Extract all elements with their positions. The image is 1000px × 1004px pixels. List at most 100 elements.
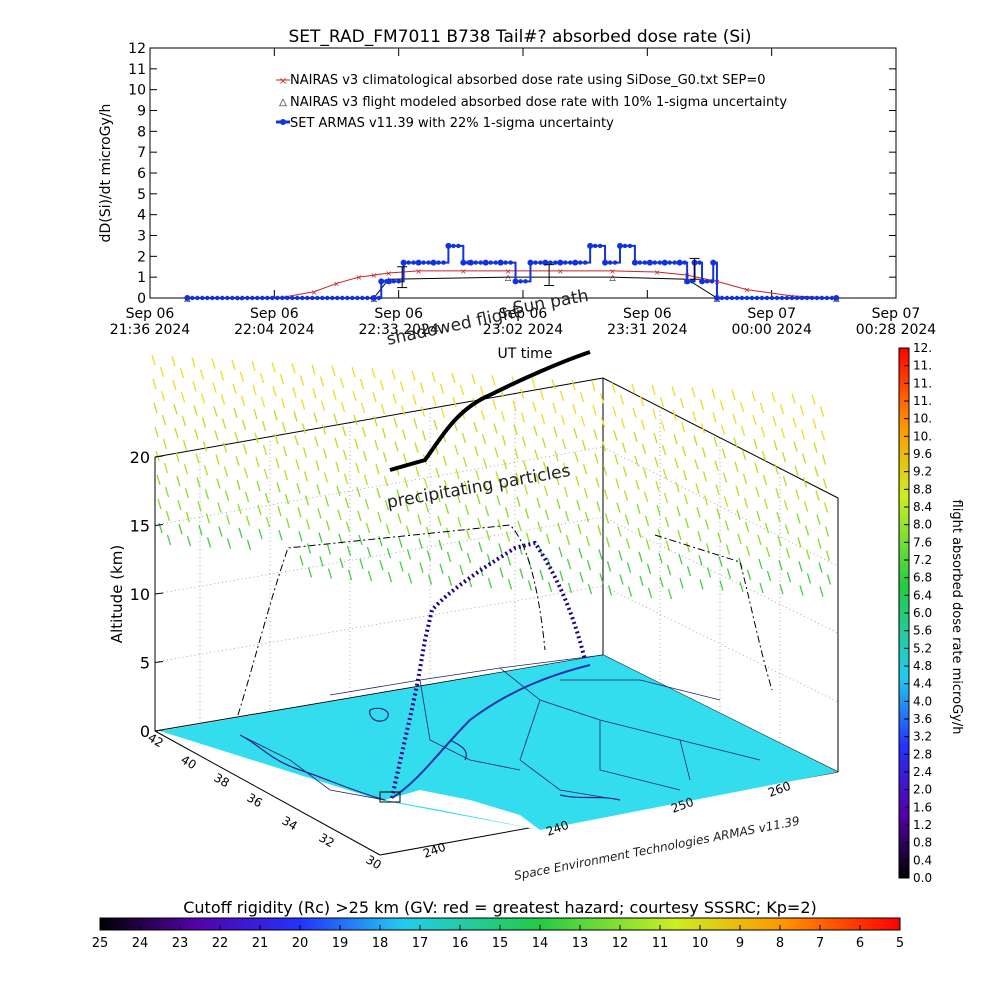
particle-mark	[620, 418, 626, 429]
series-point-armas-dense	[642, 260, 648, 265]
particle-mark	[194, 429, 199, 440]
series-point-armas-dense	[225, 295, 230, 301]
rigidity-colorbar-tick-label: 8	[776, 936, 784, 951]
particle-mark	[236, 479, 241, 490]
series-point-nairas-clim: ×	[505, 267, 512, 276]
particle-mark	[643, 491, 649, 502]
top-y-label: dD(Si)/dt microGy/h	[98, 104, 114, 243]
map-surface	[160, 654, 838, 830]
particle-mark	[459, 564, 464, 576]
particle-mark	[571, 380, 576, 391]
particle-mark	[233, 407, 238, 418]
particle-mark	[379, 560, 384, 571]
svg-text:△: △	[279, 97, 287, 108]
particle-mark	[405, 525, 411, 536]
series-point-armas-dense	[230, 295, 235, 301]
particle-mark	[403, 477, 409, 488]
particle-mark	[743, 497, 749, 508]
particle-mark	[303, 471, 309, 482]
particle-mark	[162, 438, 168, 450]
particle-mark	[665, 540, 671, 552]
particle-mark	[297, 507, 302, 518]
particle-mark	[664, 516, 670, 528]
particle-mark	[561, 438, 567, 450]
particle-mark	[618, 550, 623, 561]
particle-mark	[439, 383, 445, 394]
dose-colorbar-tick-label: 2.0	[913, 783, 932, 797]
top-x-tick-time: 23:31 2024	[607, 322, 688, 338]
particle-mark	[761, 450, 767, 462]
particle-mark	[222, 442, 228, 453]
particle-mark	[333, 413, 338, 424]
particle-mark	[699, 579, 704, 590]
particle-mark	[656, 504, 661, 516]
particle-mark	[797, 537, 802, 548]
series-point-armas-dense	[682, 260, 687, 265]
series-point-armas-dense	[667, 260, 672, 265]
particle-mark	[211, 358, 216, 369]
particle-mark	[183, 464, 189, 475]
particle-mark	[322, 448, 328, 459]
particle-mark	[446, 551, 452, 562]
altitude-label: Altitude (km)	[108, 545, 126, 643]
rigidity-colorbar: Cutoff rigidity (Rc) >25 km (GV: red = g…	[92, 898, 904, 951]
particle-mark	[462, 456, 468, 468]
particle-mark	[299, 555, 304, 566]
particle-mark	[424, 502, 430, 513]
particle-mark	[463, 480, 469, 492]
particle-mark	[617, 526, 622, 537]
particle-mark	[539, 569, 544, 580]
dose-colorbar: 0.0 0.4 0.8 1.2 1.6 2.0 2.4 2.8 3.2 3.6 4.0 4.4 4.8 5…	[898, 341, 964, 885]
altitude-tick	[154, 524, 164, 526]
particle-mark	[380, 404, 386, 415]
particle-mark	[223, 466, 229, 477]
top-y-tick-label: 2	[137, 249, 146, 265]
particle-mark	[438, 539, 443, 550]
series-point-armas-dense	[759, 295, 765, 301]
particle-mark	[694, 459, 699, 470]
rigidity-colorbar-tick-label: 12	[612, 936, 629, 951]
particle-mark	[499, 567, 504, 578]
particle-mark	[447, 575, 453, 586]
particle-mark	[407, 573, 413, 584]
particle-mark	[762, 474, 768, 486]
rigidity-colorbar-tick-label: 7	[816, 936, 824, 951]
particle-mark	[291, 363, 296, 374]
particle-mark	[559, 390, 565, 402]
particle-mark	[516, 496, 521, 507]
particle-mark	[442, 455, 448, 466]
particle-mark	[312, 388, 317, 399]
particle-mark	[777, 536, 782, 547]
particle-mark	[323, 472, 329, 483]
latitude-tick-label: 38	[212, 770, 232, 790]
dose-colorbar-tick-label: 1.2	[913, 818, 932, 832]
particle-mark	[615, 478, 620, 489]
series-point-armas-dense	[421, 260, 426, 265]
particle-mark	[461, 432, 467, 444]
particle-mark	[698, 555, 703, 566]
rigidity-colorbar-tick-label: 18	[372, 936, 389, 951]
particle-mark	[696, 507, 701, 518]
series-point-armas-dense	[210, 295, 215, 301]
particle-mark	[354, 438, 359, 450]
particle-mark	[342, 449, 348, 460]
particle-mark	[819, 586, 824, 597]
series-point-armas	[631, 259, 638, 266]
particle-mark	[325, 520, 331, 531]
particle-mark	[654, 456, 659, 468]
particle-mark	[594, 453, 599, 464]
particle-mark	[387, 572, 393, 583]
particle-mark	[217, 502, 222, 513]
top-y-tick-label: 5	[137, 187, 146, 203]
particle-mark	[444, 503, 450, 514]
particle-mark	[419, 562, 424, 573]
particle-mark	[805, 549, 811, 560]
particle-mark	[635, 479, 640, 490]
particle-mark	[700, 423, 706, 434]
particle-mark	[336, 485, 341, 496]
particle-mark	[436, 491, 441, 502]
particle-mark	[794, 465, 799, 476]
particle-mark	[219, 370, 225, 381]
particle-mark	[344, 497, 350, 508]
